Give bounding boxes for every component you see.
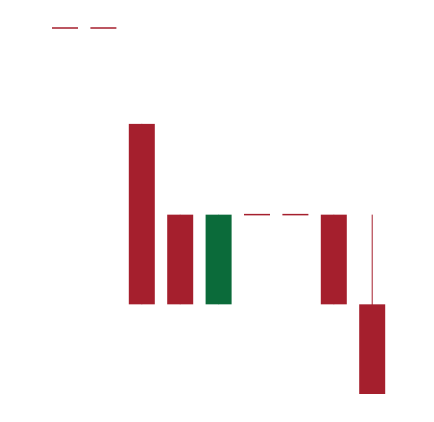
candle-3: [128, 123, 155, 305]
candle-8: [320, 214, 347, 305]
candle-body: [359, 304, 386, 394]
candle-body: [167, 214, 194, 305]
candle-body: [128, 123, 155, 305]
candle-body: [205, 214, 232, 305]
candle-body: [320, 214, 347, 305]
candle-9: [359, 214, 386, 394]
candle-4: [167, 214, 194, 305]
candle-5: [205, 214, 232, 305]
